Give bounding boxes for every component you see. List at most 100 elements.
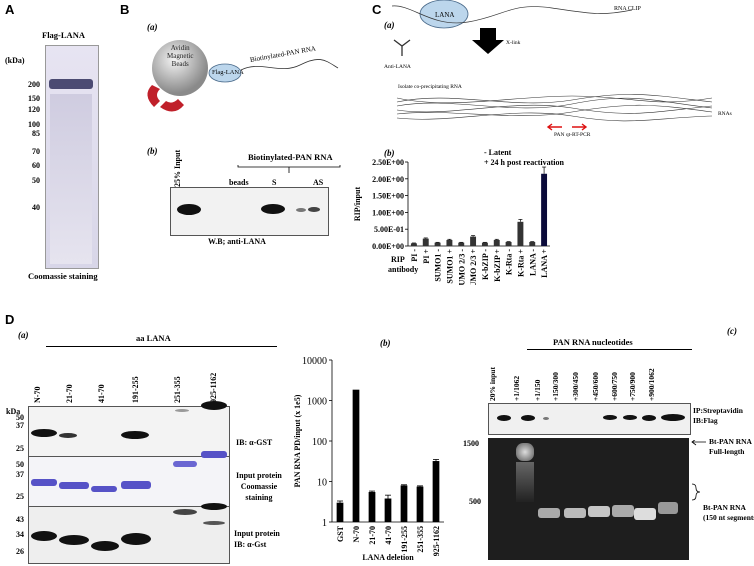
construct-label: 925-1162 — [209, 372, 218, 403]
x-tick-label: SUMO 2/3 + — [469, 249, 478, 285]
panel-c-sub-a: (a) — [384, 20, 395, 30]
legend-latent: - Latent — [484, 148, 512, 157]
gst-input-blot — [28, 503, 230, 564]
y-tick-label: 0.00E+00 — [372, 242, 404, 251]
flag-lana-label: Flag-LANA — [212, 69, 244, 76]
construct-label: 251-355 — [173, 376, 182, 403]
x-tick-label: SUMO1 + — [445, 249, 454, 284]
gel-marker-1500: 1500 — [463, 439, 479, 448]
a-marker-label: 40 — [32, 203, 40, 212]
avidin-bead-label: Avidin Magnetic Beads — [167, 44, 194, 68]
bar — [416, 486, 424, 522]
x-tick-label: GST — [336, 525, 345, 542]
lane-beads-label: beads — [229, 178, 249, 187]
kda-unit-label: (kDa) — [5, 56, 25, 65]
gel-marker-500: 500 — [469, 497, 481, 506]
panel-a-caption: Coomassie staining — [28, 271, 98, 281]
d-marker-label: 37 — [16, 421, 24, 430]
a-marker-label: 100 — [28, 120, 40, 129]
full-length-arrow-icon — [691, 440, 706, 446]
pan-lane-label: +300/450 — [571, 372, 580, 401]
flag-lana-protein-icon — [208, 63, 242, 83]
kda-label: kDa — [6, 407, 21, 416]
y-tick-label: 1.50E+00 — [372, 192, 404, 201]
pan-lane-label: +150/300 — [551, 372, 560, 401]
pan-lane-label: +900/1062 — [647, 368, 656, 401]
legend-reactivation: + 24 h post reactivation — [484, 158, 564, 167]
a-marker-label: 150 — [28, 94, 40, 103]
bar — [517, 221, 524, 246]
gel-smear — [50, 94, 92, 264]
a-marker-label: 120 — [28, 105, 40, 114]
antisense-band — [296, 208, 306, 212]
full-length-label: Bt-PAN RNA Full-length — [709, 437, 752, 456]
bar — [505, 241, 512, 246]
avidin-bead-icon — [152, 40, 208, 96]
a-marker-label: 200 — [28, 80, 40, 89]
d-marker-label: 37 — [16, 470, 24, 479]
rna-clip-diagram — [392, 0, 713, 131]
rna-bundle-icon — [396, 94, 713, 122]
panel-b-caption: W.B; anti-LANA — [208, 237, 266, 246]
bar — [368, 492, 376, 522]
input-band — [177, 204, 201, 215]
x-tick-label: K-Rta + — [516, 249, 525, 277]
pan-rule — [527, 349, 692, 350]
magnet-icon — [147, 85, 160, 107]
bar — [400, 485, 408, 522]
y-tick-label: 2.00E+00 — [372, 175, 404, 184]
y-axis-label: RIP/input — [353, 187, 362, 222]
coomassie-input-blot — [28, 451, 230, 508]
panel-letter-d: D — [5, 312, 15, 327]
group-bracket — [237, 165, 341, 173]
panel-b-sub-b: (b) — [147, 146, 158, 156]
bar — [336, 502, 344, 522]
bar — [352, 389, 360, 522]
panel-d-sub-c: (c) — [727, 326, 737, 336]
ib-gst-label: IB: α-GST — [236, 438, 273, 447]
d-marker-label: 34 — [16, 530, 24, 539]
a-marker-label: 85 — [32, 129, 40, 138]
y-tick-label: 1.00E+00 — [372, 208, 404, 217]
coomassie-input-label: Input protein Coomassie staining — [236, 471, 282, 502]
rnas-label: RNAs — [718, 111, 732, 117]
bar — [432, 461, 440, 522]
bar — [384, 498, 392, 522]
y-tick-label: 5.00E-01 — [374, 225, 404, 234]
segment-brace-icon — [691, 483, 701, 501]
aa-lana-title: aa LANA — [136, 333, 171, 343]
rna-clip-label: RNA CLIP — [614, 6, 641, 12]
panel-d-sub-b: (b) — [380, 338, 391, 348]
qpcr-label: PAN qt-RT-PCR — [554, 132, 591, 138]
input-lane-label: 25% Input — [173, 149, 182, 187]
x-tick-label: SUMO1 - — [434, 249, 443, 282]
panel-letter-c: C — [372, 2, 382, 17]
rna-pulldown-diagram — [147, 40, 339, 112]
pan-lane-label: +1/150 — [533, 379, 542, 401]
a-marker-label: 70 — [32, 147, 40, 156]
bar — [493, 239, 500, 246]
x-tick-label: 251-355 — [416, 526, 425, 553]
pan-lane-label: +750/900 — [628, 372, 637, 401]
xlink-arrow-icon — [472, 28, 504, 54]
x-tick-label: 925-1162 — [432, 526, 441, 556]
x-tick-label: N-70 — [352, 526, 361, 542]
panel-d-sub-a: (a) — [18, 330, 29, 340]
d-marker-label: 43 — [16, 515, 24, 524]
d-marker-label: 50 — [16, 413, 24, 422]
x-tick-label: 41-70 — [384, 526, 393, 545]
bar — [446, 239, 453, 246]
streptavidin-ip-blot — [488, 403, 691, 435]
gst-input-label: Input protein IB: α-Gst — [234, 529, 280, 549]
pan-lane-label: 20% input — [488, 367, 497, 401]
rip-bar-chart: 0.00E+00 5.00E-01 1.00E+00 1.50E+00 2.00E+00… — [353, 158, 550, 285]
panel-a-title: Flag-LANA — [42, 30, 85, 40]
bar — [541, 173, 548, 246]
x-tick-label: K-Rta - — [505, 249, 514, 275]
d-marker-label: 50 — [16, 460, 24, 469]
construct-rule — [46, 346, 277, 347]
lana-deletion-bar-chart: 1 10 100 1000 10000 PAN RNA PD/input (x 1e5) G… — [293, 356, 444, 562]
rna-gel — [488, 438, 689, 560]
y-tick-label: 100 — [312, 437, 327, 448]
x-tick-label: LANA - — [528, 249, 537, 276]
